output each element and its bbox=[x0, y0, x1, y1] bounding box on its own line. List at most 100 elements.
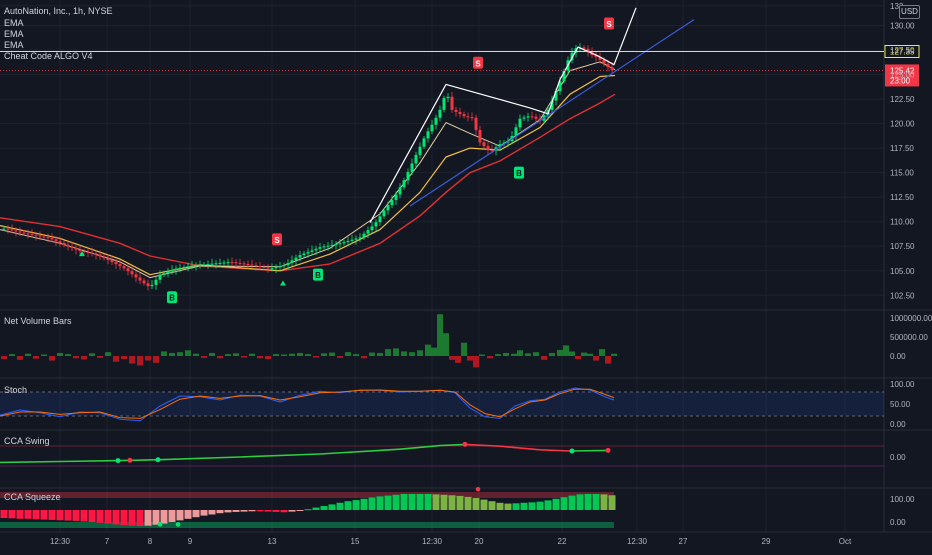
price-tick-label: 102.50 bbox=[890, 291, 915, 300]
time-tick-label: 7 bbox=[105, 537, 110, 546]
volume-tick-0: 0.00 bbox=[890, 352, 906, 361]
squeeze-bar bbox=[488, 501, 496, 510]
swing-curve-segment bbox=[0, 460, 61, 464]
time-tick-label: 12:30 bbox=[422, 537, 443, 546]
candle-body bbox=[606, 63, 610, 68]
squeeze-bar bbox=[272, 510, 280, 512]
candle-body bbox=[450, 96, 454, 110]
squeeze-bar bbox=[192, 510, 200, 518]
buy-signal-marker bbox=[313, 268, 323, 281]
candle-body bbox=[454, 109, 458, 112]
time-tick-label: 13 bbox=[268, 537, 277, 546]
squeeze-bar bbox=[592, 494, 600, 510]
candle-body bbox=[274, 267, 278, 269]
pane-separators bbox=[0, 0, 932, 533]
sell-signal-marker bbox=[604, 17, 614, 30]
buy-triangle bbox=[280, 280, 286, 286]
price-tick-label: 110.00 bbox=[890, 218, 914, 227]
candle-body bbox=[474, 117, 478, 130]
volume-pane-label[interactable]: Net Volume Bars bbox=[4, 316, 72, 326]
price-tick-label: 115.00 bbox=[890, 169, 914, 178]
squeeze-bar bbox=[104, 510, 112, 524]
candle-body bbox=[530, 116, 534, 118]
swing-curve-segment bbox=[59, 459, 121, 463]
volume-bar bbox=[503, 352, 509, 356]
indicator-ema-1[interactable]: EMA bbox=[4, 18, 24, 28]
buy-signal-marker bbox=[514, 166, 524, 179]
candle-body bbox=[362, 233, 366, 238]
volume-bar bbox=[145, 356, 151, 361]
candle-body bbox=[318, 247, 322, 249]
volume-bar bbox=[321, 353, 327, 356]
volume-tick-1m: 1000000.00 bbox=[890, 314, 932, 323]
candle-body bbox=[430, 124, 434, 132]
volume-bar bbox=[281, 354, 287, 356]
volume-bar bbox=[569, 351, 575, 356]
cca-squeeze-pane-label[interactable]: CCA Squeeze bbox=[4, 492, 61, 502]
candle-body bbox=[178, 267, 182, 269]
candle-body bbox=[554, 91, 558, 101]
candle-body bbox=[374, 222, 378, 227]
volume-bar bbox=[467, 356, 473, 361]
volume-pane bbox=[1, 314, 617, 368]
swing-curve-segment bbox=[399, 444, 441, 450]
stoch-tick-100: 100.00 bbox=[890, 380, 915, 389]
time-tick-label: 9 bbox=[188, 537, 193, 546]
indicator-cheat-code[interactable]: Cheat Code ALGO V4 bbox=[4, 51, 93, 61]
currency-badge[interactable]: USD bbox=[899, 5, 920, 19]
candle-body bbox=[198, 264, 202, 266]
ema-slow-line bbox=[0, 93, 616, 272]
cca-swing-pane-label[interactable]: CCA Swing bbox=[4, 436, 50, 446]
squeeze-bar bbox=[256, 510, 264, 512]
volume-bar bbox=[121, 356, 127, 360]
price-tick-label: 125.00 bbox=[890, 71, 915, 80]
indicator-ema-2[interactable]: EMA bbox=[4, 29, 24, 39]
squeeze-bar bbox=[600, 494, 608, 510]
candle-body bbox=[298, 255, 302, 258]
candle-body bbox=[310, 250, 314, 252]
sell-signal-letter: S bbox=[606, 20, 612, 29]
candle-body bbox=[90, 252, 94, 254]
price-tick-label: 127.50 bbox=[890, 46, 915, 55]
candle-body bbox=[110, 260, 114, 262]
squeeze-bar bbox=[144, 510, 152, 526]
volume-bar bbox=[105, 352, 111, 356]
price-tick-label: 117.50 bbox=[890, 144, 914, 153]
volume-bar bbox=[241, 356, 247, 358]
swing-dot bbox=[605, 447, 611, 453]
volume-bar bbox=[209, 352, 215, 356]
squeeze-bar bbox=[248, 510, 256, 512]
candle-body bbox=[490, 150, 494, 152]
stoch-pane-label[interactable]: Stoch bbox=[4, 385, 28, 395]
squeeze-bar bbox=[312, 507, 320, 510]
volume-bar bbox=[49, 356, 55, 361]
volume-bar bbox=[377, 352, 383, 356]
squeeze-bar bbox=[152, 510, 160, 525]
squeeze-bar bbox=[264, 510, 272, 512]
volume-bar bbox=[201, 356, 207, 358]
candle-body bbox=[58, 241, 62, 243]
squeeze-bar bbox=[120, 510, 128, 526]
price-tick-label: 130.00 bbox=[890, 22, 915, 31]
sell-signal-marker bbox=[473, 56, 483, 69]
stoch-k-line bbox=[0, 387, 615, 422]
squeeze-bar bbox=[376, 496, 384, 510]
volume-bar bbox=[345, 352, 351, 356]
candle-body bbox=[234, 262, 238, 264]
squeeze-bar bbox=[344, 501, 352, 510]
volume-bar bbox=[193, 353, 199, 356]
indicator-ema-3[interactable]: EMA bbox=[4, 40, 24, 50]
candle-body bbox=[346, 240, 350, 243]
volume-bar bbox=[81, 356, 87, 360]
volume-bar bbox=[273, 354, 279, 356]
squeeze-bar bbox=[88, 510, 96, 522]
candle-body bbox=[150, 284, 154, 287]
candle-body bbox=[174, 268, 178, 270]
candle-body bbox=[518, 118, 522, 128]
volume-bar bbox=[361, 356, 367, 359]
candle-body bbox=[390, 200, 394, 206]
time-tick-label: 22 bbox=[558, 537, 567, 546]
candle-body bbox=[550, 100, 554, 110]
candle-body bbox=[166, 271, 170, 274]
